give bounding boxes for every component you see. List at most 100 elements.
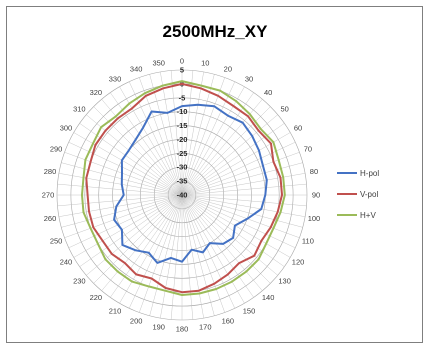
angle-tick-label: 60 bbox=[294, 124, 302, 133]
angle-tick-label: 280 bbox=[44, 167, 57, 176]
angle-tick-label: 210 bbox=[109, 307, 122, 316]
grid-spoke bbox=[86, 194, 183, 276]
angle-tick-label: 350 bbox=[152, 59, 165, 68]
grid-spoke bbox=[181, 70, 194, 196]
radial-tick-label: -15 bbox=[177, 121, 188, 130]
angle-tick-label: 100 bbox=[308, 214, 321, 223]
grid-spoke bbox=[149, 74, 183, 196]
angle-tick-label: 310 bbox=[73, 104, 86, 113]
grid-spoke bbox=[101, 194, 183, 291]
grid-spoke bbox=[181, 81, 236, 196]
series-line-h-pol bbox=[113, 103, 268, 264]
polar-chart: 2500MHz_XY 50 -5 -10 -15 -20 -25 -30 -35 -40 0 10… bbox=[42, 22, 380, 334]
grid-spoke bbox=[68, 141, 183, 196]
grid-spoke bbox=[181, 132, 291, 196]
radial-tick-label: -5 bbox=[179, 93, 186, 102]
grid-spoke bbox=[181, 194, 245, 304]
angle-tick-label: 0 bbox=[180, 57, 184, 66]
radial-tick-label: -40 bbox=[177, 191, 188, 200]
grid-spoke bbox=[61, 194, 183, 228]
grid-spoke bbox=[64, 194, 183, 238]
grid-spoke bbox=[64, 152, 183, 196]
series-lines bbox=[81, 80, 286, 296]
angle-tick-label: 180 bbox=[176, 325, 189, 334]
grid-spoke bbox=[181, 194, 303, 228]
angle-tick-label: 120 bbox=[292, 258, 305, 267]
grid-spoke bbox=[79, 194, 183, 267]
polar-grid bbox=[56, 69, 308, 321]
grid-spoke bbox=[181, 99, 263, 196]
grid-spoke bbox=[160, 71, 183, 196]
angle-tick-label: 30 bbox=[245, 74, 253, 83]
grid-spoke bbox=[57, 183, 183, 196]
angle-tick-label: 20 bbox=[224, 65, 232, 74]
grid-spoke bbox=[181, 152, 300, 196]
grid-spoke bbox=[181, 194, 307, 207]
angle-tick-label: 300 bbox=[60, 124, 73, 133]
grid-spoke bbox=[128, 81, 183, 196]
angle-tick-label: 40 bbox=[264, 88, 272, 97]
angle-tick-label: 260 bbox=[44, 214, 57, 223]
radial-tick-label: 5 bbox=[180, 66, 184, 75]
grid-spoke bbox=[110, 194, 183, 298]
grid-spoke bbox=[181, 173, 306, 196]
angle-tick-label: 110 bbox=[302, 236, 314, 245]
radial-tick-label: -35 bbox=[177, 177, 188, 186]
grid-spoke bbox=[181, 194, 300, 238]
legend: H-pol V-pol H+V bbox=[337, 169, 379, 220]
grid-spoke bbox=[119, 194, 183, 304]
grid-spoke bbox=[181, 194, 194, 320]
legend-label-h-pol: H-pol bbox=[360, 169, 379, 178]
grid-spoke bbox=[181, 71, 204, 196]
angle-tick-label: 230 bbox=[73, 277, 86, 286]
angle-tick-label: 50 bbox=[280, 104, 288, 113]
grid-spoke bbox=[73, 194, 183, 258]
grid-spoke bbox=[128, 194, 183, 309]
radial-tick-label: -30 bbox=[177, 163, 188, 172]
angle-tick-label: 70 bbox=[304, 145, 312, 154]
grid-spoke bbox=[181, 141, 296, 196]
angle-tick-label: 90 bbox=[312, 191, 320, 200]
angle-tick-label: 10 bbox=[201, 59, 209, 68]
grid-spoke bbox=[181, 183, 307, 196]
chart-title: 2500MHz_XY bbox=[163, 22, 269, 41]
series-line-h-v bbox=[81, 80, 286, 296]
legend-label-h-v: H+V bbox=[360, 211, 376, 220]
radial-tick-label: -10 bbox=[177, 107, 188, 116]
grid-spoke bbox=[181, 194, 296, 249]
angle-tick-label: 160 bbox=[222, 316, 235, 325]
grid-spoke bbox=[181, 194, 254, 298]
grid-spoke bbox=[181, 194, 204, 319]
radial-axis-labels: 50-5-10-15-20-25-30-35-40 bbox=[177, 66, 188, 200]
grid-spoke bbox=[181, 86, 245, 196]
series-line-v-pol bbox=[85, 82, 283, 294]
grid-spoke bbox=[68, 194, 183, 249]
grid-spoke bbox=[181, 74, 215, 196]
angle-tick-label: 140 bbox=[262, 293, 275, 302]
grid-spoke bbox=[181, 194, 215, 316]
grid-spoke bbox=[181, 77, 225, 196]
grid-spoke bbox=[181, 162, 303, 196]
angle-tick-label: 250 bbox=[50, 236, 63, 245]
grid-spoke bbox=[58, 173, 183, 196]
grid-spoke bbox=[119, 86, 183, 196]
angle-tick-label: 270 bbox=[42, 191, 55, 200]
grid-spoke bbox=[160, 194, 183, 319]
grid-spoke bbox=[93, 194, 183, 284]
grid-spoke bbox=[181, 194, 225, 313]
grid-spoke bbox=[181, 92, 254, 196]
angle-tick-label: 200 bbox=[130, 316, 143, 325]
radial-tick-label: -25 bbox=[177, 149, 188, 158]
grid-spoke bbox=[170, 194, 183, 320]
grid-spoke bbox=[181, 114, 278, 196]
grid-spoke bbox=[139, 194, 183, 313]
grid-spoke bbox=[73, 132, 183, 196]
angle-tick-label: 240 bbox=[60, 258, 73, 267]
angle-tick-label: 130 bbox=[278, 277, 291, 286]
angle-tick-label: 80 bbox=[310, 167, 318, 176]
grid-spoke bbox=[181, 194, 236, 309]
grid-spoke bbox=[170, 70, 183, 196]
grid-spoke bbox=[139, 77, 183, 196]
grid-spoke bbox=[181, 194, 271, 284]
